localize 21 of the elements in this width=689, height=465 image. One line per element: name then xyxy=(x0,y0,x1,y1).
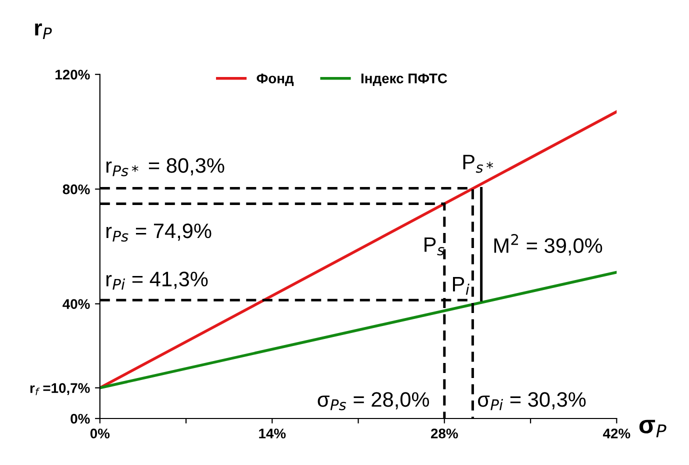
annotation: r$_{Ps*}$ = 80,3% xyxy=(106,158,224,176)
annotation: P$_{s*}$ xyxy=(463,154,494,173)
x-tick-label: 14% xyxy=(259,428,286,438)
legend-label: Фонд xyxy=(256,74,294,86)
y-tick-label: 120% xyxy=(56,70,90,80)
x-axis-title: σ$_{P}$ xyxy=(639,420,666,438)
annotation: M$^{2}$ = 39,0% xyxy=(494,234,602,256)
y-tick-label: 0% xyxy=(70,414,90,424)
y-axis-title: r$_{P}$ xyxy=(35,23,52,39)
x-tick-label: 42% xyxy=(602,428,630,438)
annotation: σ$_{Ps}$ = 28,0% xyxy=(318,392,430,410)
annotation: σ$_{Pi}$ = 30,3% xyxy=(478,392,586,410)
y-tick-label: 80% xyxy=(62,184,90,194)
x-tick-label: 0% xyxy=(90,428,110,438)
y-tick-label: r$_{f}$ =10,7% xyxy=(30,383,90,396)
legend-label: Індекс ПФТС xyxy=(361,74,448,86)
x-tick-label: 28% xyxy=(430,428,458,438)
annotation: r$_{Pi}$ = 41,3% xyxy=(106,272,208,290)
annotation: P$_{i}$ xyxy=(453,277,470,295)
annotation: r$_{Ps}$ = 74,9% xyxy=(106,223,212,242)
y-tick-label: 40% xyxy=(62,299,90,309)
